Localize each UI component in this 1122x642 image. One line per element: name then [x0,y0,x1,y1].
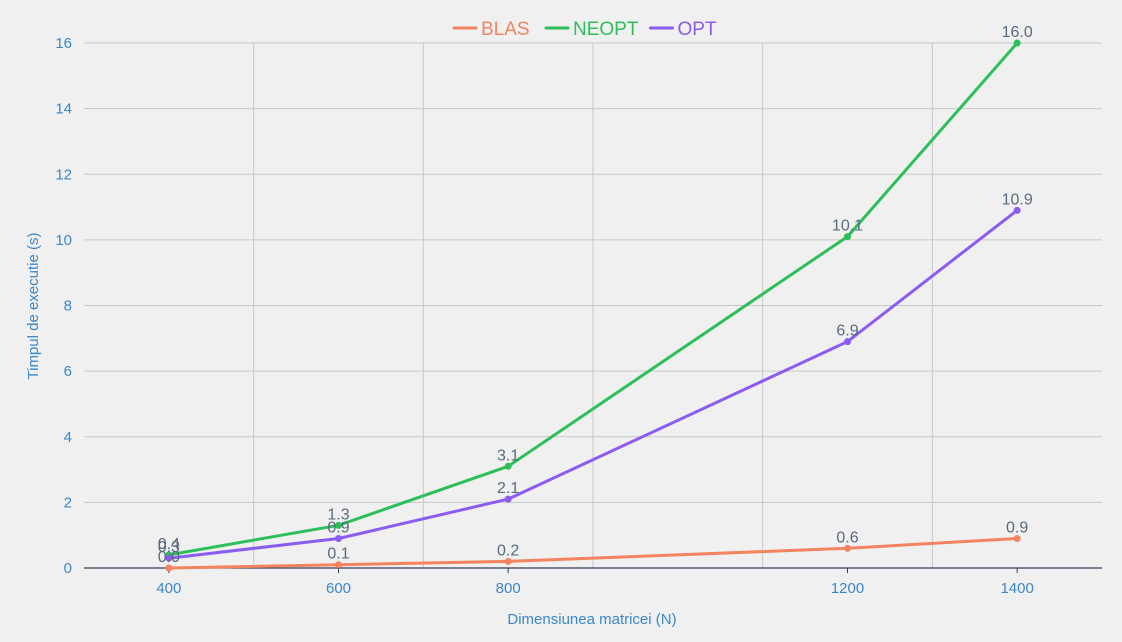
data-point-neopt-1400[interactable] [1013,39,1021,47]
data-label-neopt-600: 1.3 [327,506,349,523]
y-tick-label-2: 2 [64,494,72,511]
data-label-blas-600: 0.1 [327,546,349,563]
data-point-blas-1400[interactable] [1013,534,1021,542]
legend[interactable]: BLAS NEOPT OPT [452,19,717,40]
data-label-blas-800: 0.2 [497,542,519,559]
data-point-opt-800[interactable] [504,495,512,503]
axes: 0 2 4 6 8 10 12 14 16 400 600 800 1200 1400 [55,35,1102,597]
data-point-neopt-600[interactable] [335,521,342,529]
data-point-opt-600[interactable] [335,534,342,542]
legend-item-blas[interactable]: BLAS [452,19,530,40]
data-label-neopt-400: 0.4 [158,536,180,553]
data-label-neopt-1400: 16.0 [1002,24,1033,41]
legend-label-blas: BLAS [481,19,530,40]
x-tick-label-600: 600 [326,580,351,597]
data-point-blas-600[interactable] [335,561,342,569]
x-tick-label-800: 800 [496,580,521,597]
y-tick-label-8: 8 [64,298,72,315]
data-label-blas-1200: 0.6 [836,529,858,546]
series-lines [165,39,1021,572]
y-tick-label-10: 10 [55,232,72,249]
data-label-opt-800: 2.1 [497,480,519,497]
y-axis-title: Timpul de executie (s) [25,232,42,379]
y-tick-label-6: 6 [64,363,72,380]
data-label-blas-400: 0.0 [158,549,180,566]
x-tick-label-400: 400 [156,580,181,597]
data-label-neopt-800: 3.1 [497,447,519,464]
data-label-opt-600: 0.9 [327,519,349,536]
x-tick-label-1200: 1200 [831,580,864,597]
grid-lines [84,42,1102,568]
data-point-neopt-1200[interactable] [844,233,851,241]
legend-label-opt: OPT [678,19,717,40]
legend-item-opt[interactable]: OPT [649,19,717,40]
y-tick-label-14: 14 [55,101,72,118]
data-point-blas-400[interactable] [165,564,173,572]
y-tick-label-12: 12 [55,166,72,183]
data-point-opt-1200[interactable] [844,338,851,346]
x-tick-label-1400: 1400 [1000,580,1033,597]
data-label-neopt-1200: 10.1 [832,218,863,235]
data-point-blas-800[interactable] [504,557,512,565]
data-point-neopt-800[interactable] [504,462,512,470]
y-tick-label-0: 0 [64,560,72,577]
y-tick-label-16: 16 [55,35,72,52]
x-axis-title: Dimensiunea matricei (N) [507,611,676,628]
data-label-opt-1200: 6.9 [836,323,858,340]
legend-label-neopt: NEOPT [573,19,639,40]
data-label-opt-400: 0.3 [158,539,180,556]
data-label-opt-1400: 10.9 [1002,191,1033,208]
y-tick-label-4: 4 [64,429,72,446]
data-point-opt-400[interactable] [165,554,173,562]
data-labels: 0.0 0.1 0.2 0.6 0.9 0.4 1.3 3.1 10.1 16.0 0.3 0.9 2.… [158,24,1033,566]
data-label-blas-1400: 0.9 [1006,519,1028,536]
data-point-opt-1400[interactable] [1013,206,1021,214]
legend-item-neopt[interactable]: NEOPT [544,19,639,40]
data-point-blas-1200[interactable] [844,544,851,552]
